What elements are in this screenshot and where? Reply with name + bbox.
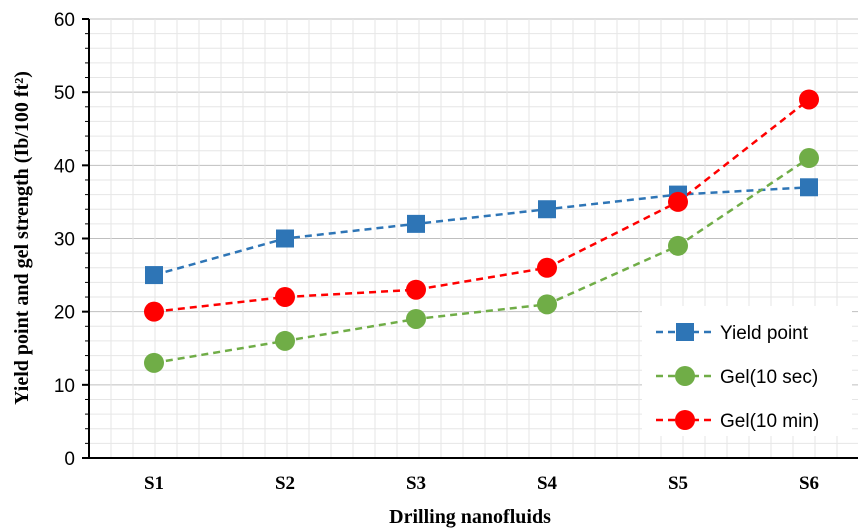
data-point [799, 148, 819, 169]
x-axis-tick-labels: S1 S2 S3 S4 S5 S6 [144, 473, 819, 494]
legend-item: Gel(10 sec) [656, 366, 818, 388]
x-tick-label: S1 [144, 473, 164, 494]
series-2-markers [144, 148, 819, 373]
legend-label: Gel(10 sec) [720, 367, 818, 388]
legend-marker [675, 366, 695, 386]
data-point [800, 178, 818, 197]
x-tick-label: S3 [406, 473, 426, 494]
data-point [537, 294, 557, 315]
x-tick-label: S6 [799, 473, 819, 494]
y-tick-label: 10 [54, 376, 75, 397]
y-tick-label: 20 [54, 303, 75, 324]
legend-label: Gel(10 min) [720, 411, 819, 432]
data-point [144, 301, 164, 322]
data-point [275, 330, 295, 351]
series-line [153, 98, 810, 313]
data-point [799, 89, 819, 110]
y-tick-label: 0 [64, 449, 75, 470]
data-point [537, 257, 557, 278]
series-layer [144, 89, 819, 373]
series-1-markers [145, 178, 818, 285]
legend-marker [676, 323, 694, 341]
data-point [538, 200, 556, 219]
legend-item: Gel(10 min) [656, 410, 819, 432]
x-tick-label: S4 [537, 473, 558, 494]
data-point [145, 266, 163, 285]
legend-item: Yield point [656, 323, 809, 344]
series-line [153, 186, 810, 277]
data-point [275, 287, 295, 308]
data-point [668, 191, 688, 212]
data-point [407, 214, 425, 233]
series-3-markers [144, 89, 819, 322]
y-tick-label: 50 [54, 83, 75, 104]
y-axis-title: Yield point and gel strength (Ib/100 ft²… [11, 71, 33, 405]
x-tick-label: S5 [668, 473, 688, 494]
series-line [153, 156, 810, 365]
x-tick-label: S2 [275, 473, 295, 494]
data-point [406, 308, 426, 329]
series-2 [153, 156, 810, 365]
grid [89, 18, 858, 458]
y-axis-ticks: 0 10 20 30 40 50 60 [54, 10, 89, 470]
y-tick-label: 30 [54, 230, 75, 251]
data-point [276, 229, 294, 248]
series-1 [153, 186, 810, 277]
legend-marker [675, 410, 695, 430]
series-3 [153, 98, 810, 313]
data-point [144, 352, 164, 373]
data-point [668, 235, 688, 256]
x-axis-title: Drilling nanofluids [389, 506, 551, 528]
legend: Yield point Gel(10 sec) Gel(10 min) [642, 306, 852, 436]
y-tick-label: 60 [54, 10, 75, 31]
y-tick-label: 40 [54, 156, 75, 177]
data-point [406, 279, 426, 300]
legend-label: Yield point [720, 323, 809, 344]
